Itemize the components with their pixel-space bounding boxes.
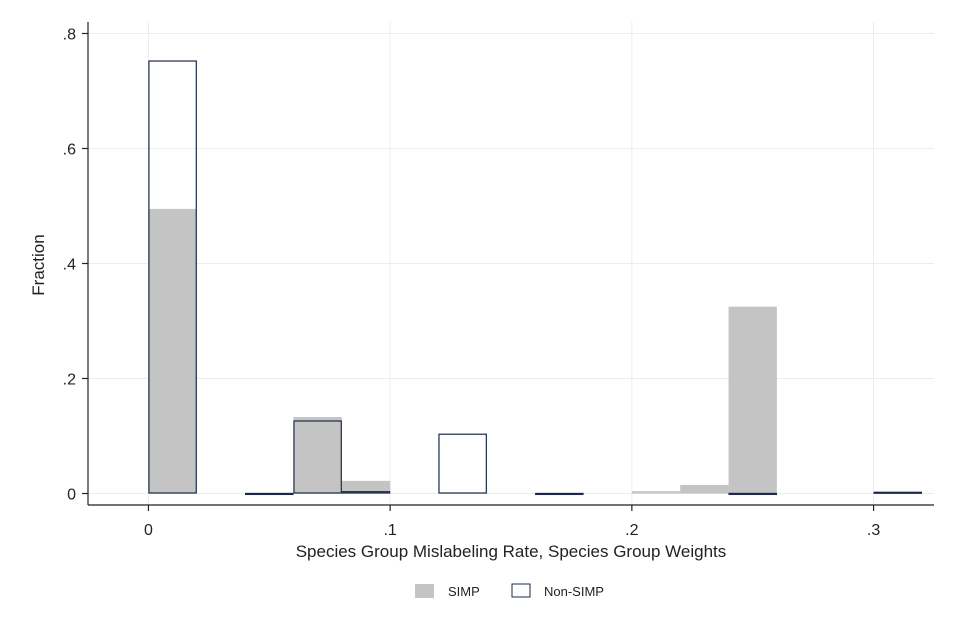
non-simp-bar — [728, 492, 777, 496]
simp-bar — [148, 208, 197, 494]
simp-bars — [148, 208, 777, 494]
non-simp-bar — [245, 492, 294, 496]
x-tick-label: 0 — [144, 522, 153, 539]
axes — [82, 22, 934, 511]
non-simp-bar — [535, 492, 584, 496]
x-axis-title: Species Group Mislabeling Rate, Species … — [296, 542, 727, 561]
x-tick-label: .3 — [867, 522, 880, 539]
legend-label-non-simp: Non-SIMP — [544, 584, 604, 599]
non-simp-bars — [148, 60, 923, 496]
legend-label-simp: SIMP — [448, 584, 480, 599]
legend: SIMP Non-SIMP — [415, 583, 604, 599]
y-tick-label: .6 — [63, 142, 76, 159]
simp-bar — [680, 484, 729, 494]
legend-swatch-non-simp — [511, 583, 531, 598]
non-simp-bar — [341, 491, 391, 494]
non-simp-bar — [438, 433, 487, 494]
x-tick-label: .1 — [383, 522, 396, 539]
y-tick-label: .4 — [63, 257, 76, 274]
y-tick-label: 0 — [67, 487, 76, 504]
simp-bar — [293, 417, 342, 494]
y-tick-label: .8 — [63, 27, 76, 44]
simp-bar — [728, 306, 777, 494]
legend-swatch-simp — [415, 584, 434, 598]
non-simp-bar — [148, 60, 197, 494]
simp-bar — [341, 480, 391, 494]
y-axis-title: Fraction — [29, 234, 48, 295]
x-tick-label: .2 — [625, 522, 638, 539]
y-tick-label: .2 — [63, 372, 76, 389]
simp-bar — [631, 491, 681, 494]
non-simp-bar — [873, 491, 923, 494]
grid-lines — [88, 22, 934, 505]
tick-labels: 0 .2 .4 .6 .8 0 .1 .2 .3 — [63, 27, 881, 540]
non-simp-bar — [293, 420, 342, 494]
